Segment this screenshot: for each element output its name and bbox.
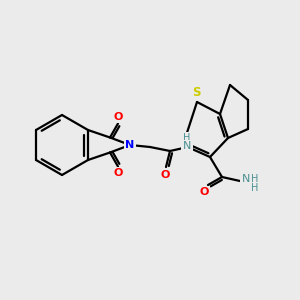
Text: N: N — [183, 141, 191, 151]
Text: O: O — [113, 112, 123, 122]
Text: H: H — [183, 133, 191, 143]
Text: N: N — [242, 174, 250, 184]
Text: N: N — [125, 140, 135, 150]
Text: O: O — [160, 170, 170, 180]
Text: O: O — [199, 187, 209, 197]
Text: H: H — [251, 183, 259, 193]
Text: H: H — [251, 174, 259, 184]
Text: S: S — [192, 85, 200, 98]
Text: O: O — [113, 169, 123, 178]
